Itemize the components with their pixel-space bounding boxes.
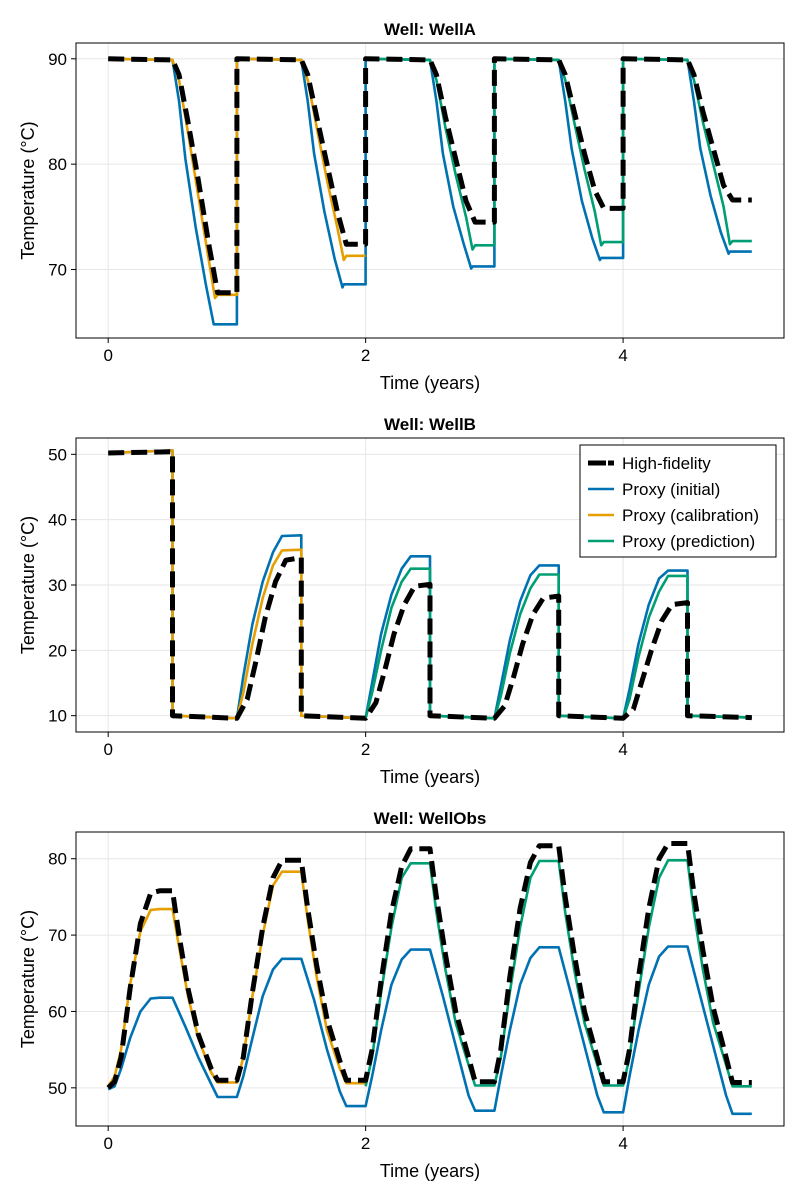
x-tick-label: 2 [361,1134,370,1153]
y-tick-label: 30 [48,576,67,595]
x-tick-label: 4 [618,1134,627,1153]
y-tick-label: 80 [48,155,67,174]
legend-entry-label: Proxy (calibration) [622,506,759,525]
chart-panel-3: 0 2 4 50 60 70 80 Well: WellObs Time (years) Temp… [18,809,785,1181]
chart-title: Well: WellObs [374,809,487,828]
y-tick-label: 50 [48,445,67,464]
plot-area [108,449,752,721]
chart-title: Well: WellA [384,20,476,39]
y-tick-label: 70 [48,926,67,945]
legend-entry-label: Proxy (prediction) [622,532,755,551]
plot-area [108,56,752,326]
series-line-proxy-initial [107,945,752,1116]
x-tick-label: 0 [103,1134,112,1153]
plot-area [106,841,752,1116]
y-tick-label: 50 [48,1079,67,1098]
series-line-proxy-prediction [364,567,752,720]
x-tick-label: 2 [361,740,370,759]
y-axis-label: Temperature (°C) [18,121,38,259]
series-line-high-fidelity [108,56,752,296]
x-axis-label: Time (years) [380,1161,480,1181]
axes-frame [75,831,785,1127]
y-tick-label: 20 [48,641,67,660]
chart-title: Well: WellB [384,415,476,434]
y-tick-label: 10 [48,707,67,726]
legend-entry-label: High-fidelity [622,454,711,473]
series-line-proxy-initial [108,57,752,326]
x-tick-label: 0 [103,740,112,759]
series-line-high-fidelity [108,449,752,721]
y-tick-label: 40 [48,511,67,530]
series-line-proxy-calibration [108,449,366,720]
y-tick-label: 60 [48,1002,67,1021]
series-line-proxy-prediction [365,57,752,251]
y-tick-label: 70 [48,261,67,280]
chart-panel-1: 0 2 4 70 80 90 Well: WellA Time (years) Temperat… [18,20,785,393]
y-tick-label: 90 [48,50,67,69]
chart-panel-2: 0 2 4 10 20 30 40 50 Well: WellB Time (years) Temp… [18,415,785,787]
x-axis-label: Time (years) [380,767,480,787]
x-tick-label: 2 [361,346,370,365]
x-tick-label: 4 [618,346,627,365]
x-tick-label: 0 [103,346,112,365]
series-line-high-fidelity [106,841,752,1090]
axes-frame [75,42,785,339]
x-tick-label: 4 [618,740,627,759]
legend-entry-label: Proxy (initial) [622,480,720,499]
y-axis-label: Temperature (°C) [18,516,38,654]
y-tick-label: 80 [48,850,67,869]
legend: High-fidelity Proxy (initial) Proxy (calib… [579,444,777,558]
x-axis-label: Time (years) [380,373,480,393]
y-axis-label: Temperature (°C) [18,910,38,1048]
